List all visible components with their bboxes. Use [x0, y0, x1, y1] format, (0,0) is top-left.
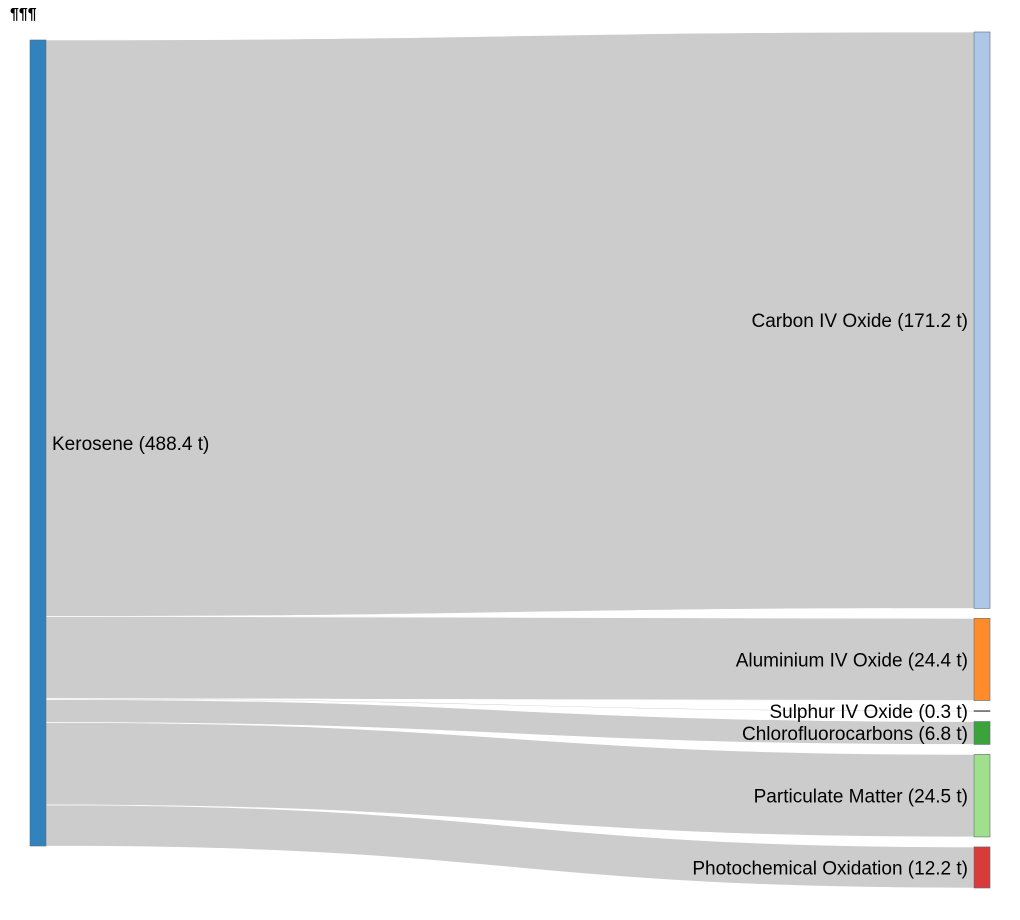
nodes-layer	[29, 31, 991, 889]
label-aluminium: Aluminium IV Oxide (24.4 t)	[736, 650, 968, 671]
label-kerosene: Kerosene (488.4 t)	[52, 434, 209, 455]
label-carbon: Carbon IV Oxide (171.2 t)	[752, 311, 969, 332]
node-sulphur	[973, 710, 991, 712]
node-cfc	[973, 721, 991, 745]
header-marks: ¶¶¶	[10, 6, 37, 23]
node-kerosene	[29, 39, 47, 847]
node-particulate	[973, 754, 991, 838]
label-sulphur: Sulphur IV Oxide (0.3 t)	[769, 702, 968, 723]
labels-layer: Kerosene (488.4 t) Carbon IV Oxide (171.2…	[52, 311, 968, 879]
links-layer	[45, 31, 975, 889]
node-aluminium	[973, 618, 991, 701]
label-cfc: Chlorofluorocarbons (6.8 t)	[742, 724, 968, 745]
label-photochem: Photochemical Oxidation (12.2 t)	[692, 858, 968, 879]
node-carbon	[973, 31, 991, 609]
label-particulate: Particulate Matter (24.5 t)	[754, 787, 968, 808]
node-photochem	[973, 846, 991, 889]
